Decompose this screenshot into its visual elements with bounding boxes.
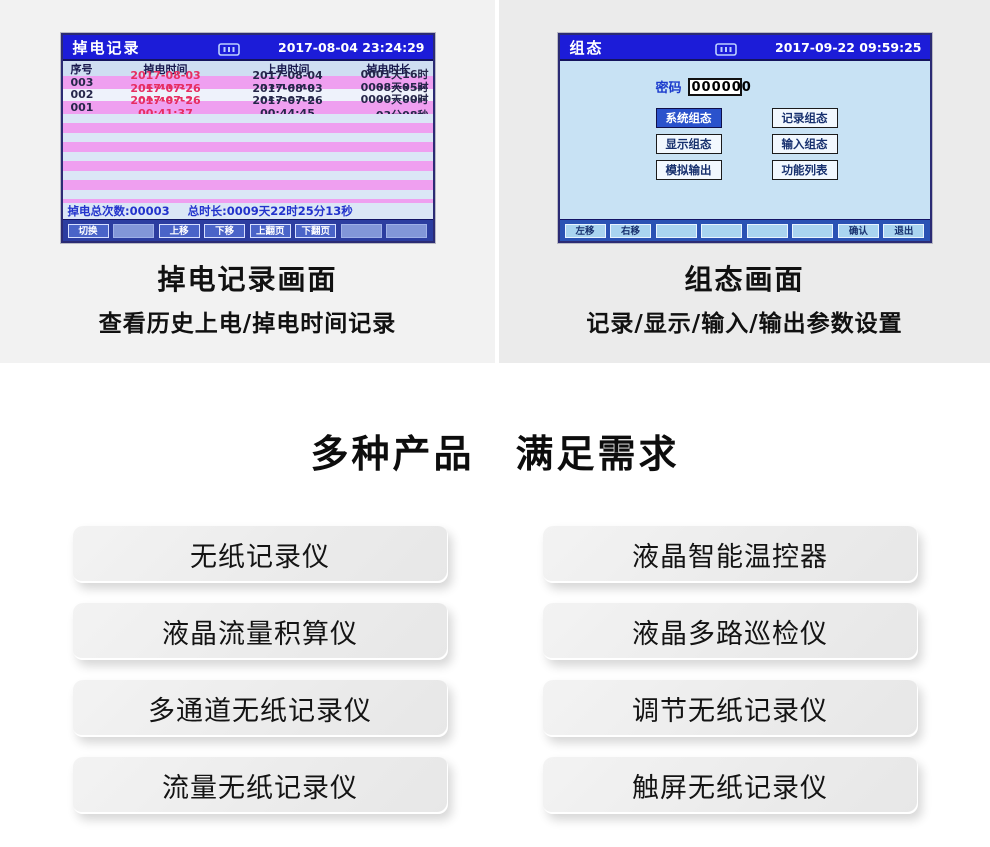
left-panel: 掉电记录 2017-08-04 23:24:29 序号 掉电时间 上电时间 掉电… <box>0 0 495 363</box>
password-input: 000000 <box>687 77 751 96</box>
cell-no: 002 <box>70 88 94 102</box>
product-button-flow-paperless-recorder[interactable]: 流量无纸记录仪 <box>72 757 448 814</box>
right-caption-title: 组态画面 <box>684 263 805 296</box>
softkey-empty-3 <box>655 223 697 238</box>
softkey-empty-7 <box>340 223 382 238</box>
config-body: 密码 000000 系统组态 记录组态 显示组态 输入组态 模拟输出 功能列表 <box>559 61 930 219</box>
cell-no: 003 <box>70 75 94 89</box>
header-no: 序号 <box>70 62 93 76</box>
products-heading: 多种产品 满足需求 <box>310 432 680 476</box>
softkey-bar: 左移 右移 确认 退出 <box>559 219 930 241</box>
empty-rows-stripes <box>62 113 433 203</box>
left-caption-title: 掉电记录画面 <box>157 263 338 296</box>
password-label: 密码 <box>655 81 682 96</box>
softkey-empty-5 <box>746 223 788 238</box>
power-off-record-screen: 掉电记录 2017-08-04 23:24:29 序号 掉电时间 上电时间 掉电… <box>60 33 435 243</box>
table-row: 002 2017-07-26 00:48:17 2017-08-03 06:35… <box>62 81 433 110</box>
softkey-move-right: 右移 <box>610 223 652 238</box>
softkey-confirm: 确认 <box>837 223 879 238</box>
softkey-page-up: 上翻页 <box>249 223 291 238</box>
softkey-empty-6 <box>792 223 834 238</box>
status-line: 掉电总次数:00003 总时长:0009天22时25分13秒 <box>62 203 433 219</box>
screen-title: 组态 <box>569 38 604 57</box>
titlebar: 掉电记录 2017-08-04 23:24:29 <box>62 35 433 61</box>
softkey-switch: 切换 <box>67 223 109 238</box>
product-button-lcd-temperature-controller[interactable]: 液晶智能温控器 <box>542 526 918 583</box>
config-button-analog-output: 模拟输出 <box>655 160 722 180</box>
softkey-empty-2 <box>113 223 155 238</box>
softkey-empty-8 <box>386 223 428 238</box>
table-row: 001 2017-07-26 00:41:37 2017-07-26 00:44… <box>62 93 433 122</box>
product-button-lcd-multichannel-inspector[interactable]: 液晶多路巡检仪 <box>542 603 918 660</box>
titlebar: 组态 2017-09-22 09:59:25 <box>559 35 930 61</box>
product-grid: 无纸记录仪 液晶智能温控器 液晶流量积算仪 液晶多路巡检仪 多通道无纸记录仪 调… <box>72 526 918 814</box>
softkey-bar: 切换 上移 下移 上翻页 下翻页 <box>62 219 433 241</box>
softkey-move-left: 左移 <box>564 223 606 238</box>
header-on-time: 上电时间 <box>265 62 310 76</box>
softkey-empty-4 <box>701 223 743 238</box>
cell-no: 001 <box>70 100 94 114</box>
softkey-move-down: 下移 <box>204 223 246 238</box>
left-caption-subtitle: 查看历史上电/掉电时间记录 <box>98 311 397 337</box>
softkey-page-down: 下翻页 <box>295 223 337 238</box>
product-button-regulating-paperless-recorder[interactable]: 调节无纸记录仪 <box>542 680 918 737</box>
usb-icon <box>218 41 240 60</box>
product-button-touchscreen-paperless-recorder[interactable]: 触屏无纸记录仪 <box>542 757 918 814</box>
config-screen: 组态 2017-09-22 09:59:25 密码 000000 系统组态 记录… <box>557 33 932 243</box>
record-table: 序号 掉电时间 上电时间 掉电时长 003 2017-08-03 06:41:3… <box>62 61 433 219</box>
usb-icon <box>715 41 737 60</box>
config-button-record: 记录组态 <box>771 108 838 128</box>
product-button-paperless-recorder[interactable]: 无纸记录仪 <box>72 526 448 583</box>
panel-divider <box>495 0 499 363</box>
product-button-lcd-flow-totalizer[interactable]: 液晶流量积算仪 <box>72 603 448 660</box>
product-button-multichannel-paperless-recorder[interactable]: 多通道无纸记录仪 <box>72 680 448 737</box>
softkey-exit: 退出 <box>883 223 925 238</box>
status-total-count: 掉电总次数:00003 <box>67 204 170 218</box>
config-button-input: 输入组态 <box>771 134 838 154</box>
screen-timestamp: 2017-09-22 09:59:25 <box>775 39 922 55</box>
right-panel: 组态 2017-09-22 09:59:25 密码 000000 系统组态 记录… <box>499 0 990 363</box>
right-caption-subtitle: 记录/显示/输入/输出参数设置 <box>586 311 903 337</box>
config-button-display: 显示组态 <box>655 134 722 154</box>
password-row: 密码 000000 <box>656 77 930 96</box>
config-button-system: 系统组态 <box>655 108 722 128</box>
screen-title: 掉电记录 <box>72 38 141 57</box>
table-header-row: 序号 掉电时间 上电时间 掉电时长 <box>63 61 433 76</box>
status-total-duration: 总时长:0009天22时25分13秒 <box>187 204 353 218</box>
header-off-time: 掉电时间 <box>143 62 188 76</box>
softkey-move-up: 上移 <box>158 223 200 238</box>
products-section: 多种产品 满足需求 无纸记录仪 液晶智能温控器 液晶流量积算仪 液晶多路巡检仪 … <box>0 363 990 814</box>
config-button-function-list: 功能列表 <box>771 160 838 180</box>
top-panels: 掉电记录 2017-08-04 23:24:29 序号 掉电时间 上电时间 掉电… <box>0 0 990 363</box>
config-button-grid: 系统组态 记录组态 显示组态 输入组态 模拟输出 功能列表 <box>655 108 930 180</box>
header-duration: 掉电时长 <box>366 62 411 76</box>
screen-timestamp: 2017-08-04 23:24:29 <box>278 39 425 55</box>
